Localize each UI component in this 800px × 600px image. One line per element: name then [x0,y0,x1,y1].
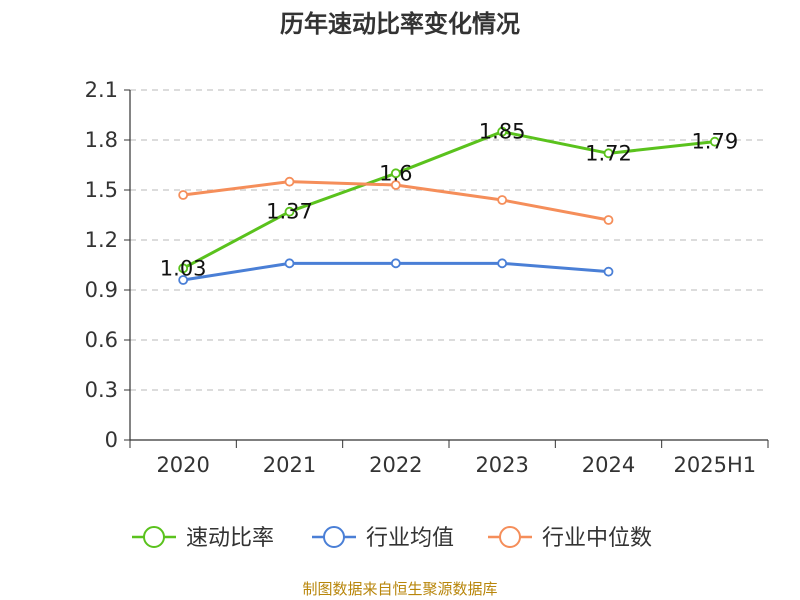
data-point[interactable] [390,180,401,190]
y-tick-label: 0.9 [85,278,118,302]
legend[interactable]: 速动比率 行业均值 行业中位数 [132,526,652,551]
data-labels: 1.03 1.37 1.6 1.85 1.72 1.79 [160,120,738,281]
series-line-1 [182,130,715,270]
data-point[interactable] [178,263,189,274]
data-point[interactable] [497,126,508,137]
x-tick-label: 2023 [475,453,528,477]
legend-item-1[interactable]: 速动比率 [132,526,274,551]
y-tick-label: 0 [105,428,118,452]
x-tick-label: 2020 [156,453,209,477]
chart-title: 历年速动比率变化情况 [280,10,520,38]
y-tick-label: 1.8 [85,128,118,152]
y-tick-label: 0.6 [85,328,118,352]
data-point[interactable] [390,258,401,269]
data-point[interactable] [284,176,295,187]
data-point[interactable] [497,195,508,205]
legend-item-3[interactable]: 行业中位数 [488,526,652,551]
legend-label: 行业中位数 [542,526,652,551]
x-tick-label: 2021 [263,453,316,477]
data-point[interactable] [709,136,720,147]
y-tick-label: 1.2 [85,228,118,252]
axes: 0 0.3 0.6 0.9 1.2 1.5 1.8 2.1 2020 2021 2022 2023 20… [85,78,769,477]
data-point[interactable] [497,258,508,269]
y-tick-label: 2.1 [85,78,118,102]
source-note: 制图数据来自恒生聚源数据库 [302,580,497,598]
legend-swatch-marker [143,526,165,548]
data-label: 1.03 [160,256,207,280]
data-point[interactable] [178,275,189,285]
data-label: 1.79 [691,130,738,154]
data-point[interactable] [603,266,614,277]
x-tick-label: 2024 [582,453,635,477]
data-point[interactable] [284,206,295,217]
data-point[interactable] [178,190,189,200]
data-label: 1.85 [479,120,526,144]
legend-item-2[interactable]: 行业均值 [312,526,454,551]
data-label: 1.37 [266,200,313,224]
legend-swatch-marker [499,526,521,548]
y-tick-label: 1.5 [85,178,118,202]
data-point[interactable] [284,258,295,269]
data-point[interactable] [390,168,401,179]
x-tick-label: 2025H1 [674,453,757,477]
data-point[interactable] [603,148,614,159]
legend-swatch-marker [323,526,345,548]
x-tick-label: 2022 [369,453,422,477]
data-label: 1.72 [585,141,632,165]
y-tick-label: 0.3 [85,378,118,402]
grid [130,89,768,391]
data-label: 1.6 [379,161,412,185]
data-point[interactable] [603,215,614,225]
legend-label: 行业均值 [366,526,454,551]
series [178,126,720,285]
legend-label: 速动比率 [186,526,274,551]
